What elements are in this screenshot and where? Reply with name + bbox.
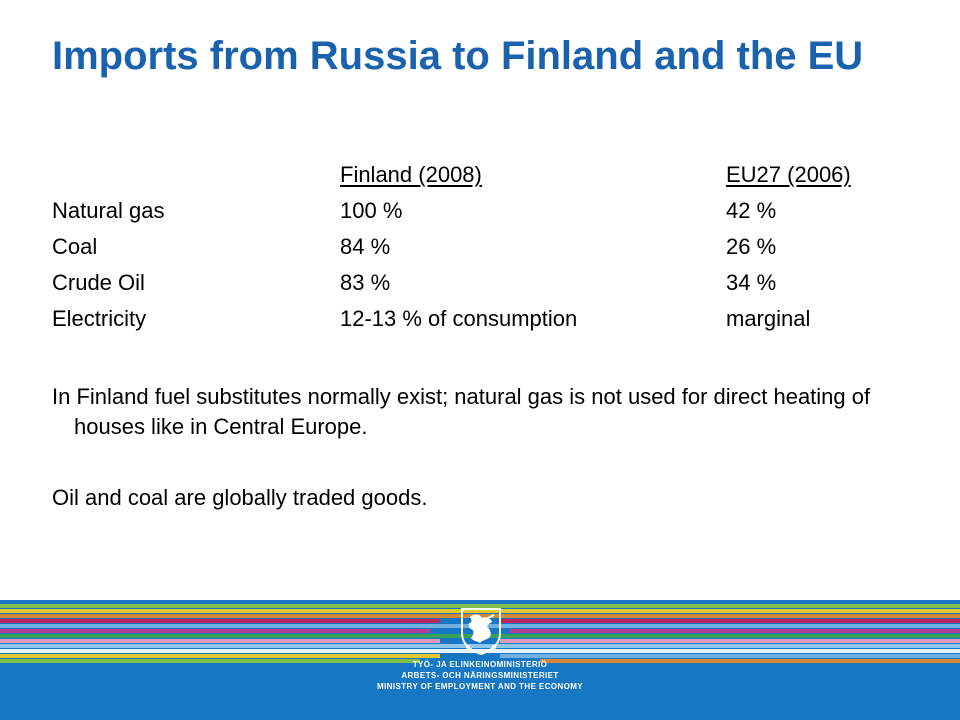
footer-stripe [0,619,440,623]
row-label: Natural gas [52,198,165,223]
row-label: Electricity [52,306,147,331]
header-finland: Finland (2008) [340,162,482,187]
footer-stripe [500,639,960,643]
footer-stripe [0,609,960,613]
footer-stripe [510,629,960,633]
row-label: Crude Oil [52,270,145,295]
footer-stripe [0,654,440,658]
header-eu27: EU27 (2006) [726,162,851,187]
row-label: Coal [52,234,98,259]
footer-stripe [0,649,960,653]
finland-value: 100 % [340,198,403,223]
finland-value: 83 % [340,270,391,295]
ministry-name-english: MINISTRY OF EMPLOYMENT AND THE ECONOMY [376,682,584,691]
finland-value: 84 % [340,234,391,259]
ministry-name-swedish: ARBETS- OCH NÄRINGSMINISTERIET [401,671,559,680]
finnish-lion-crest-icon [461,608,501,655]
eu27-value: marginal [726,306,811,331]
eu27-value: 26 % [726,234,777,259]
ministry-logo-text: TYÖ- JA ELINKEINOMINISTERIÖ ARBETS- OCH … [360,659,600,692]
footer-stripe [500,619,960,623]
footer-stripe [0,644,960,648]
finland-value: 12-13 % of consumption [340,306,578,331]
trade-paragraph: Oil and coal are globally traded goods. [52,485,428,510]
eu27-value: 42 % [726,198,777,223]
footer-stripe [0,639,440,643]
ministry-name-finnish: TYÖ- JA ELINKEINOMINISTERIÖ [412,660,548,669]
slide-title: Imports from Russia to Finland and the E… [52,34,864,78]
footer-stripe [540,659,960,663]
substitutes-paragraph: In Finland fuel substitutes normally exi… [52,384,871,439]
footer-stripe [0,629,430,633]
footer-stripe [0,604,960,608]
eu27-value: 34 % [726,270,777,295]
footer-stripe [500,654,960,658]
footer-stripe [0,659,420,663]
